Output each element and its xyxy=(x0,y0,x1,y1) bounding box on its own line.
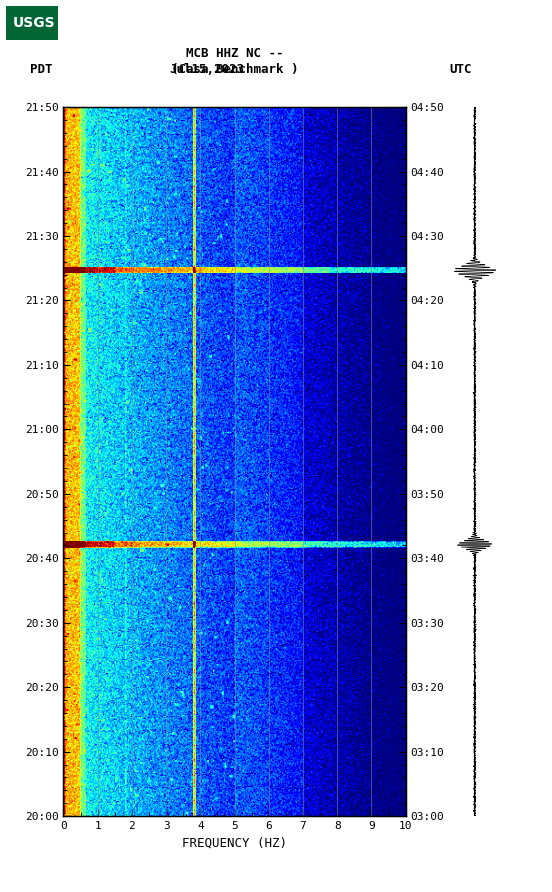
Text: PDT: PDT xyxy=(30,63,52,76)
Text: USGS: USGS xyxy=(13,15,55,29)
Text: Jul15,2023: Jul15,2023 xyxy=(169,63,245,76)
Text: MCB HHZ NC --: MCB HHZ NC -- xyxy=(186,47,283,60)
Text: (Casa Benchmark ): (Casa Benchmark ) xyxy=(171,63,298,76)
Text: UTC: UTC xyxy=(450,63,472,76)
X-axis label: FREQUENCY (HZ): FREQUENCY (HZ) xyxy=(182,837,287,849)
